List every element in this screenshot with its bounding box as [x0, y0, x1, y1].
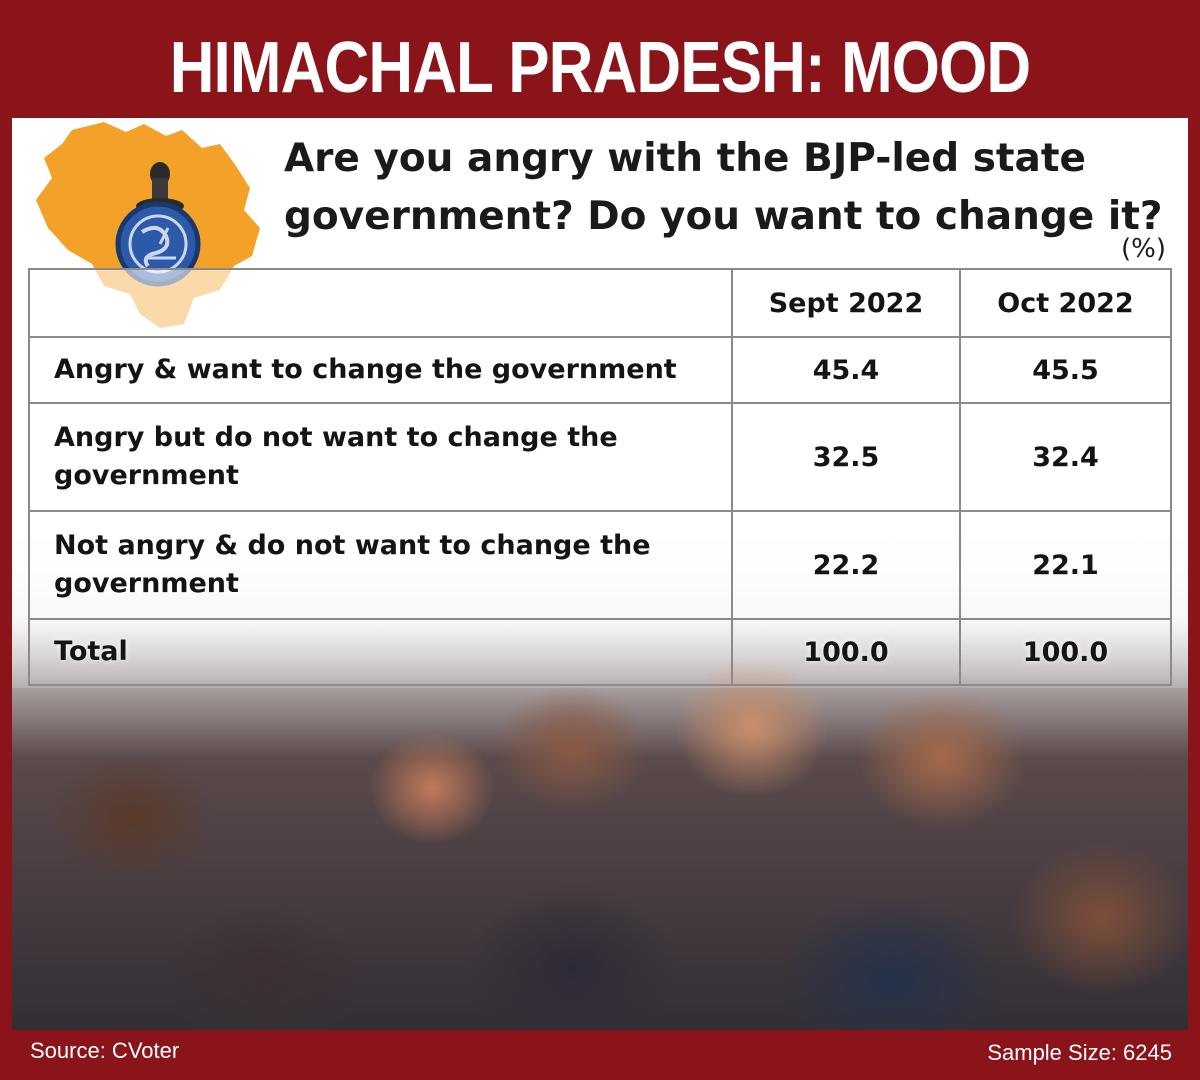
source-credit: Source: CVoter: [30, 1038, 180, 1063]
column-header-sept: Sept 2022: [731, 268, 961, 338]
cell-sept: 100.0: [731, 618, 961, 686]
sample-size: Sample Size: 6245: [987, 1040, 1172, 1065]
content-panel: Are you angry with the BJP-led state gov…: [12, 118, 1188, 1068]
row-label: Angry & want to change the government: [28, 336, 733, 404]
table-row: Not angry & do not want to change the go…: [28, 510, 1172, 620]
survey-question: Are you angry with the BJP-led state gov…: [284, 130, 1174, 246]
table-row: Angry & want to change the government 45…: [28, 336, 1172, 404]
footer-bar: [0, 1030, 1200, 1080]
unit-label: (%): [1121, 234, 1166, 264]
column-header-oct: Oct 2022: [959, 268, 1172, 338]
table-row-total: Total 100.0 100.0: [28, 618, 1172, 686]
cell-oct: 22.1: [959, 510, 1172, 620]
cell-sept: 32.5: [731, 402, 961, 512]
column-header-blank: [28, 268, 733, 338]
cell-sept: 22.2: [731, 510, 961, 620]
results-table: Sept 2022 Oct 2022 Angry & want to chang…: [28, 268, 1172, 686]
cell-oct: 100.0: [959, 618, 1172, 686]
row-label: Not angry & do not want to change the go…: [28, 510, 733, 620]
question-line-1: Are you angry with the BJP-led state: [284, 136, 1086, 181]
page-title: HIMACHAL PRADESH: MOOD TRACKER: [169, 28, 1031, 208]
question-line-2: government? Do you want to change it?: [284, 194, 1163, 239]
row-label: Total: [28, 618, 733, 686]
table-header-row: Sept 2022 Oct 2022: [28, 268, 1172, 338]
row-label: Angry but do not want to change the gove…: [28, 402, 733, 512]
cell-oct: 45.5: [959, 336, 1172, 404]
table-row: Angry but do not want to change the gove…: [28, 402, 1172, 512]
cell-sept: 45.4: [731, 336, 961, 404]
cell-oct: 32.4: [959, 402, 1172, 512]
